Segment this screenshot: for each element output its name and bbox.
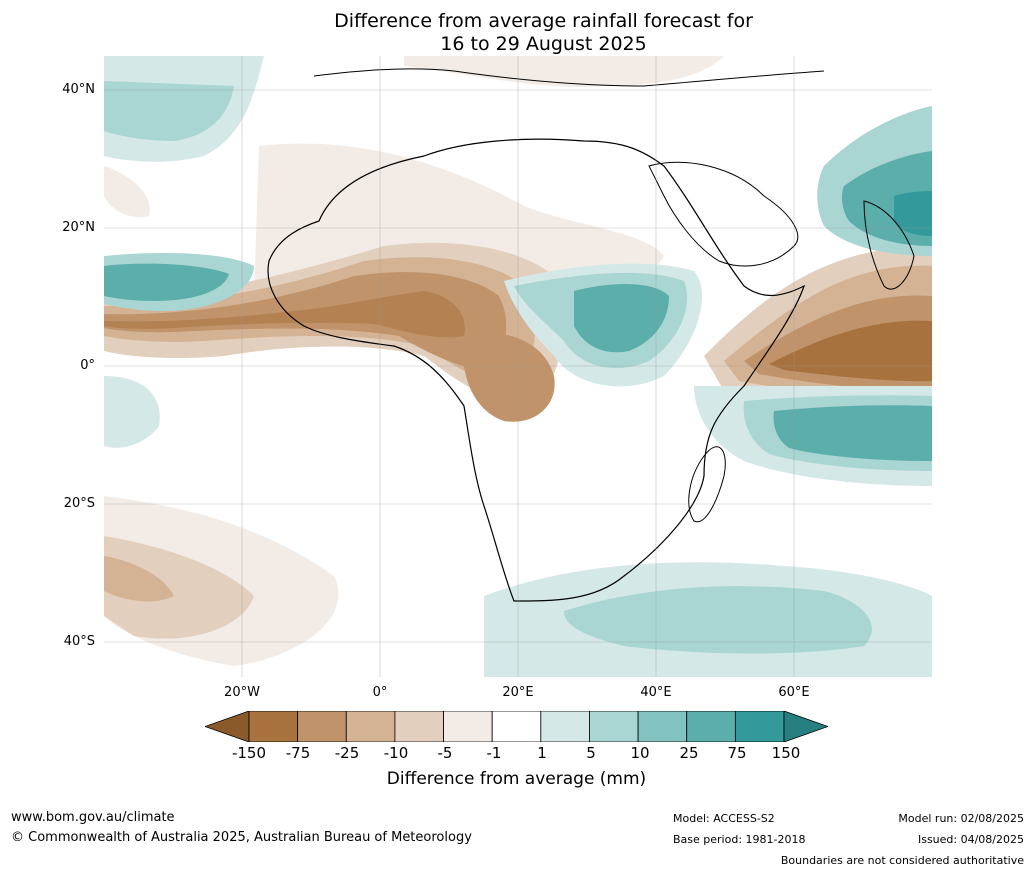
wet-field-south-atlantic-small <box>104 376 160 448</box>
colorbar-tick: -5 <box>437 744 453 762</box>
footer-model: Model: ACCESS-S2 <box>673 812 775 825</box>
lat-label-20n: 20°N <box>62 220 95 235</box>
india-outline <box>863 200 915 290</box>
colorbar-cell <box>297 711 347 742</box>
lon-label-0: 0° <box>372 685 388 700</box>
dry-field-north-atlantic <box>104 166 150 217</box>
lon-label-60e: 60°E <box>778 685 810 700</box>
gridlines <box>104 56 932 677</box>
colorbar-cell <box>443 711 493 742</box>
colorbar-cell <box>248 711 299 742</box>
dry-field-congo <box>463 332 555 422</box>
colorbar-cell <box>394 711 444 742</box>
colorbar-tick: 5 <box>586 744 596 762</box>
lon-label-40e: 40°E <box>640 685 672 700</box>
map-svg <box>104 56 932 677</box>
colorbar-cell <box>491 711 542 742</box>
footer-base-period: Base period: 1981-2018 <box>673 833 806 846</box>
colorbar-tick: -75 <box>285 744 311 762</box>
dry-field-med <box>404 56 724 87</box>
lon-label-20w: 20°W <box>224 685 260 700</box>
dry-field-atlantic-south-mid <box>104 536 254 639</box>
madagascar-outline <box>688 446 726 523</box>
colorbar-cell <box>540 711 590 742</box>
footer-disclaimer: Boundaries are not considered authoritat… <box>780 854 1024 867</box>
lat-label-0: 0° <box>80 358 95 373</box>
lat-label-20s: 20°S <box>63 496 95 511</box>
anomaly-fields <box>104 56 932 677</box>
colorbar-tick: -25 <box>334 744 360 762</box>
europe-outline <box>313 68 825 87</box>
wet-field-tropical-atlantic-2 <box>104 263 229 301</box>
colorbar-tick: 10 <box>630 744 650 762</box>
wet-field-southern-ocean-2 <box>564 586 872 654</box>
africa-outline <box>267 138 806 602</box>
colorbar-cell <box>637 711 688 742</box>
colorbar-title: Difference from average (mm) <box>386 769 647 789</box>
colorbar-tick: 25 <box>679 744 699 762</box>
colorbar-tick: -1 <box>486 744 502 762</box>
lat-label-40n: 40°N <box>62 82 95 97</box>
colorbar-tick: 1 <box>537 744 547 762</box>
title-line-1: Difference from average rainfall forecas… <box>334 10 753 32</box>
colorbar-tick: -150 <box>231 744 267 762</box>
colorbar-tick: -10 <box>383 744 409 762</box>
footer-model-run: Model run: 02/08/2025 <box>898 812 1024 825</box>
rainfall-anomaly-map <box>104 56 932 677</box>
chart-title: Difference from average rainfall forecas… <box>0 10 1035 56</box>
wet-field-arabian-sea-3 <box>894 191 932 236</box>
footer-issued: Issued: 04/08/2025 <box>917 833 1024 846</box>
colorbar-cell <box>734 711 785 742</box>
colorbar-cell <box>345 711 396 742</box>
colorbar-cell <box>686 711 736 742</box>
lat-label-40s: 40°S <box>63 634 95 649</box>
wet-field-east-africa-3 <box>574 284 669 353</box>
title-line-2: 16 to 29 August 2025 <box>440 33 647 55</box>
dry-field-atlantic-south-dark <box>104 556 174 602</box>
wet-field-north-atlantic-2 <box>104 81 234 141</box>
colorbar-tick: 150 <box>771 744 801 762</box>
wet-field-south-indian-3 <box>773 405 932 461</box>
colorbar-cell <box>589 711 639 742</box>
dry-field-west-africa-4 <box>104 291 465 338</box>
colorbar-tick: 75 <box>727 744 747 762</box>
footer-copyright: © Commonwealth of Australia 2025, Austra… <box>11 830 472 845</box>
footer-website: www.bom.gov.au/climate <box>11 810 175 825</box>
colorbar <box>205 711 828 742</box>
colorbar-extend-low <box>205 711 250 742</box>
lon-label-20e: 20°E <box>502 685 534 700</box>
arabia-outline <box>648 161 799 267</box>
colorbar-extend-high <box>783 711 828 742</box>
